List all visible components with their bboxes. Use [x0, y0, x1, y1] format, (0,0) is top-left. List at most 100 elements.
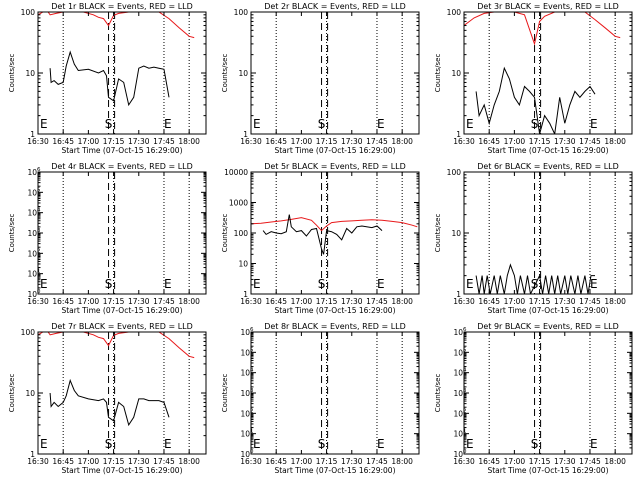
x-tick-label: 17:45 [153, 297, 175, 306]
lld-series-line [38, 332, 195, 359]
x-tick-label: 18:00 [604, 297, 626, 306]
start-marker: S [531, 437, 539, 451]
series-group [475, 263, 595, 294]
y-tick-exponent: 5 [37, 187, 41, 193]
x-tick-label: 16:45 [478, 457, 500, 466]
x-axis-label: Start Time (07-Oct-15 16:29:00) [487, 466, 608, 475]
panel-det-4: Det 4r BLACK = Events, RED = LLD E S E 16:30… [8, 162, 207, 315]
x-tick-label: 16:45 [265, 457, 287, 466]
x-tick-label: 16:30 [453, 137, 475, 146]
x-tick-label: 17:30 [128, 457, 150, 466]
x-tick-label: 17:00 [78, 297, 100, 306]
x-axis-label: Start Time (07-Oct-15 16:29:00) [274, 466, 395, 475]
y-axis-label: Counts/sec [434, 374, 442, 413]
x-tick-label: 16:30 [240, 457, 262, 466]
y-tick-label: 10 [451, 229, 461, 238]
start-marker: S [318, 117, 326, 131]
x-tick-label: 17:15 [529, 297, 551, 306]
y-axis-label: Counts/sec [221, 374, 229, 413]
x-axis-label: Start Time (07-Oct-15 16:29:00) [61, 146, 182, 155]
y-tick-label: 10 [27, 229, 37, 238]
x-tick-label: 17:45 [366, 137, 388, 146]
end-marker: E [253, 437, 261, 451]
y-tick-exponent: 4 [250, 368, 254, 374]
x-tick-label: 16:30 [27, 297, 49, 306]
x-tick-label: 17:15 [103, 297, 125, 306]
y-tick-label: 10 [453, 430, 463, 439]
x-tick-label: 17:15 [529, 457, 551, 466]
panel-det-3: Det 3r BLACK = Events, RED = LLD E S E 16:30… [434, 2, 633, 155]
x-tick-label: 17:30 [554, 457, 576, 466]
x-tick-label: 17:00 [504, 137, 526, 146]
y-tick-exponent: 1 [37, 269, 41, 275]
y-tick-label: 1 [456, 130, 461, 139]
x-axis-label: Start Time (07-Oct-15 16:29:00) [61, 306, 182, 315]
events-series-line [262, 214, 383, 255]
x-tick-label: 16:30 [27, 457, 49, 466]
x-tick-label: 17:15 [316, 297, 338, 306]
panel-title: Det 6r BLACK = Events, RED = LLD [477, 162, 619, 171]
x-tick-label: 16:30 [240, 137, 262, 146]
y-tick-exponent: 5 [250, 347, 254, 353]
x-tick-label: 17:30 [128, 137, 150, 146]
y-tick-exponent: 5 [463, 347, 467, 353]
panel-title: Det 3r BLACK = Events, RED = LLD [477, 2, 619, 11]
panel-title: Det 2r BLACK = Events, RED = LLD [264, 2, 406, 11]
x-tick-label: 17:00 [291, 297, 313, 306]
x-tick-label: 16:45 [478, 297, 500, 306]
y-tick-exponent: 2 [463, 408, 467, 414]
end-marker: E [590, 277, 598, 291]
end-marker: E [40, 437, 48, 451]
y-tick-exponent: 4 [37, 208, 41, 214]
y-tick-label: 10 [453, 348, 463, 357]
x-tick-label: 17:30 [128, 297, 150, 306]
y-tick-label: 100 [234, 229, 249, 238]
series-group [464, 12, 621, 134]
start-marker: S [318, 437, 326, 451]
panel-title: Det 7r BLACK = Events, RED = LLD [51, 322, 193, 331]
end-marker: E [253, 277, 261, 291]
y-axis-label: Counts/sec [8, 214, 16, 253]
x-axis-label: Start Time (07-Oct-15 16:29:00) [61, 466, 182, 475]
panel-det-2: Det 2r BLACK = Events, RED = LLD E S E 16:30… [221, 2, 420, 155]
x-tick-label: 18:00 [604, 137, 626, 146]
x-tick-label: 17:45 [153, 457, 175, 466]
y-tick-label: 1 [30, 450, 35, 459]
x-tick-label: 16:30 [453, 297, 475, 306]
x-tick-label: 17:15 [316, 457, 338, 466]
y-tick-label: 10 [240, 450, 250, 459]
x-tick-label: 16:45 [52, 137, 74, 146]
series-group [251, 214, 418, 255]
y-tick-label: 1 [243, 130, 248, 139]
y-tick-label: 10 [240, 389, 250, 398]
panel-det-1: Det 1r BLACK = Events, RED = LLD E S E 16:30… [8, 2, 207, 155]
x-tick-label: 17:45 [366, 297, 388, 306]
series-group [38, 12, 195, 107]
x-tick-label: 18:00 [178, 457, 200, 466]
x-tick-label: 17:45 [579, 297, 601, 306]
x-tick-label: 17:45 [579, 137, 601, 146]
y-tick-label: 1 [30, 130, 35, 139]
x-tick-label: 16:45 [52, 297, 74, 306]
y-tick-label: 10 [453, 389, 463, 398]
events-series-line [49, 50, 170, 107]
y-axis-label: Counts/sec [221, 214, 229, 253]
y-tick-label: 10 [27, 209, 37, 218]
end-marker: E [466, 437, 474, 451]
end-marker: E [590, 437, 598, 451]
end-marker: E [466, 117, 474, 131]
x-tick-label: 16:30 [453, 457, 475, 466]
y-tick-exponent: 0 [250, 449, 254, 455]
y-tick-label: 10 [25, 69, 35, 78]
panel-det-6: Det 6r BLACK = Events, RED = LLD E S E 16:30… [434, 162, 633, 315]
end-marker: E [377, 277, 385, 291]
lld-series-line [38, 12, 195, 39]
x-tick-label: 17:45 [579, 457, 601, 466]
x-tick-label: 17:30 [554, 297, 576, 306]
x-tick-label: 17:45 [153, 137, 175, 146]
y-tick-label: 100 [447, 168, 462, 177]
panel-title: Det 8r BLACK = Events, RED = LLD [264, 322, 406, 331]
end-marker: E [377, 117, 385, 131]
y-tick-label: 10 [451, 69, 461, 78]
